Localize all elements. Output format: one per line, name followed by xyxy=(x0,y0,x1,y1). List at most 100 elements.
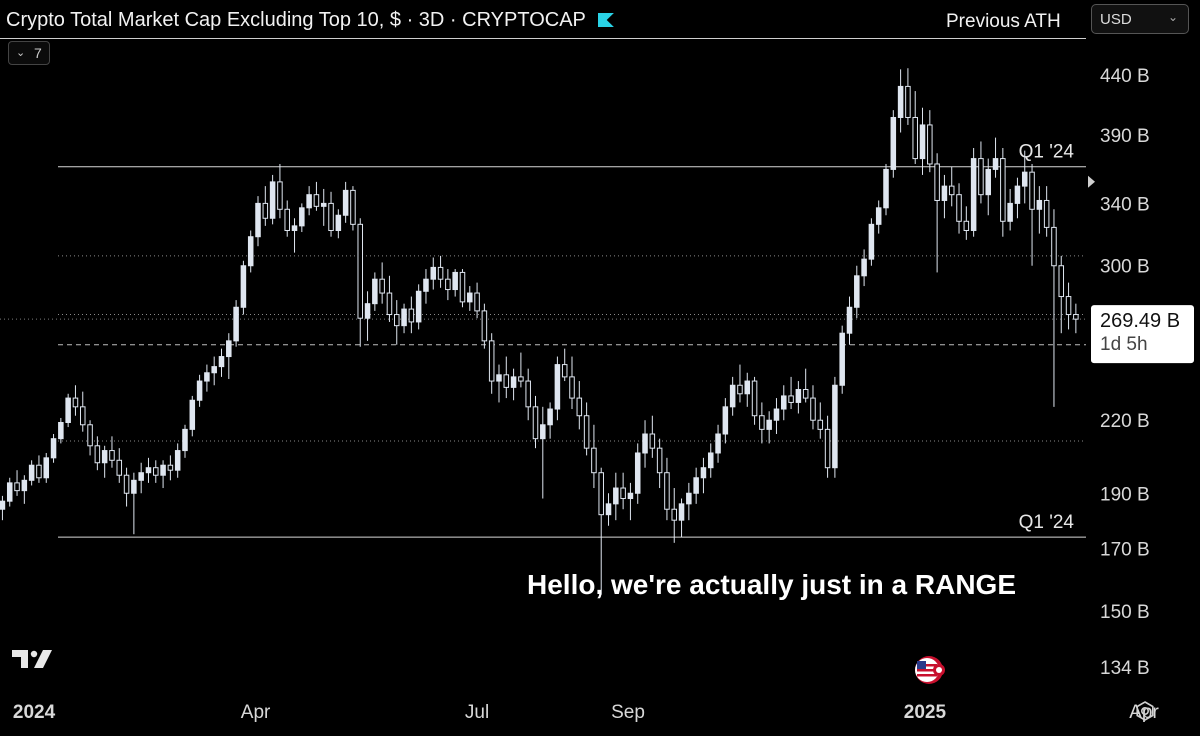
price-tick-label: 190 B xyxy=(1100,484,1150,505)
candle xyxy=(1036,186,1043,234)
candle-body xyxy=(138,472,144,481)
candle xyxy=(58,417,64,444)
candle-body xyxy=(693,477,699,494)
candle-body xyxy=(729,384,736,408)
candle-body xyxy=(642,433,648,454)
candle xyxy=(1007,188,1013,231)
candle xyxy=(883,163,889,216)
candle xyxy=(247,230,254,273)
candle-body xyxy=(802,388,809,399)
settings-gear-icon[interactable] xyxy=(1134,700,1156,722)
candle xyxy=(160,460,166,489)
candle xyxy=(788,376,794,410)
candle-body xyxy=(247,236,254,267)
candle-body xyxy=(934,163,940,201)
candle-body xyxy=(861,258,867,277)
candle xyxy=(262,186,269,226)
candle xyxy=(510,368,517,401)
candle-body xyxy=(503,374,510,388)
candle xyxy=(459,269,466,308)
candle xyxy=(408,296,415,334)
candle-body xyxy=(788,395,794,403)
candle xyxy=(912,91,918,164)
candle-body xyxy=(131,479,137,494)
candle xyxy=(138,462,144,494)
candle xyxy=(350,186,356,231)
candle xyxy=(532,395,539,449)
candle xyxy=(795,381,802,414)
candle xyxy=(868,218,875,266)
candle xyxy=(423,269,429,304)
candle-body xyxy=(496,374,502,382)
candle xyxy=(452,269,458,297)
candle xyxy=(415,284,422,330)
candle xyxy=(467,286,473,311)
candle xyxy=(357,218,364,347)
candle-body xyxy=(481,310,488,342)
candle xyxy=(941,174,948,219)
candle xyxy=(547,402,553,439)
us-flag-icon[interactable] xyxy=(912,655,946,685)
candle xyxy=(226,333,232,379)
candle xyxy=(985,158,991,216)
candle xyxy=(525,368,531,421)
candle-body xyxy=(510,376,517,388)
candle-body xyxy=(627,492,634,500)
candle xyxy=(233,300,239,347)
candle-body xyxy=(686,492,692,505)
candle xyxy=(393,300,400,345)
candle xyxy=(620,472,626,510)
candle-body xyxy=(109,450,115,461)
candle xyxy=(182,424,188,458)
candle xyxy=(306,186,312,216)
candle-body xyxy=(846,306,853,334)
candle-body xyxy=(160,464,166,476)
candle xyxy=(1065,282,1072,330)
candle-body xyxy=(488,340,495,382)
chart-title[interactable]: Crypto Total Market Cap Excluding Top 10… xyxy=(6,9,614,32)
candle xyxy=(72,385,79,416)
candle xyxy=(766,411,772,444)
candle xyxy=(218,348,225,377)
candle-body xyxy=(379,278,385,294)
chevron-down-icon: ⌄ xyxy=(1167,10,1178,24)
currency-value: USD xyxy=(1100,11,1132,28)
time-tick-label: 2024 xyxy=(13,702,56,723)
currency-select[interactable]: USD ⌄ xyxy=(1091,4,1189,34)
candle-body xyxy=(854,275,860,308)
candle-body xyxy=(970,158,977,231)
candle-body xyxy=(306,194,312,209)
candle-body xyxy=(182,428,188,452)
candle-body xyxy=(262,202,269,219)
candle-body xyxy=(277,181,283,210)
candle-body xyxy=(87,424,93,447)
candle-body xyxy=(357,223,364,319)
candle xyxy=(759,402,765,444)
range-annotation: Hello, we're actually just in a RANGE xyxy=(527,569,1016,600)
indicators-collapse-button[interactable]: ⌄ 7 xyxy=(8,41,50,65)
candle-body xyxy=(583,415,590,449)
candle-body xyxy=(540,424,546,440)
candle xyxy=(131,472,137,535)
chart-header: Crypto Total Market Cap Excluding Top 10… xyxy=(0,0,1200,40)
candle xyxy=(832,376,838,478)
candle-body xyxy=(145,467,152,474)
candle-body xyxy=(525,380,531,408)
candle-body xyxy=(678,503,685,521)
candle-body xyxy=(956,194,962,222)
candle-body xyxy=(445,278,451,291)
candle-body xyxy=(576,397,583,417)
candle xyxy=(342,181,349,223)
candle-body xyxy=(1073,314,1079,320)
candle-body xyxy=(313,194,320,207)
candle-body xyxy=(174,450,181,471)
candle xyxy=(488,333,495,394)
candle-body xyxy=(284,208,290,231)
candle xyxy=(875,200,882,234)
candle xyxy=(664,457,670,521)
candle xyxy=(927,110,933,173)
candle-body xyxy=(21,479,28,492)
candle-body xyxy=(218,356,225,368)
candle xyxy=(379,262,385,304)
